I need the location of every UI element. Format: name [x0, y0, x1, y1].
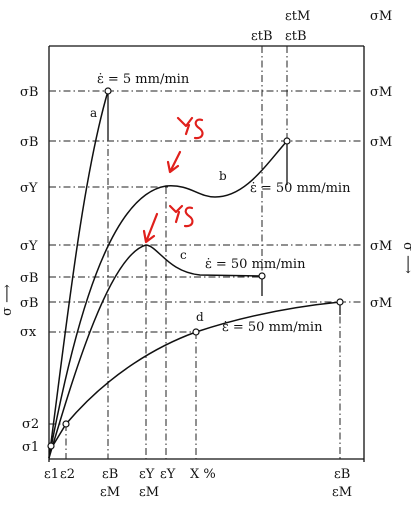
top-axis-label: εtB [251, 29, 273, 44]
curve-a-rate: ε̇ = 5 mm/min [97, 72, 190, 87]
annotation-arrow-upper [166, 150, 182, 174]
curve-c-rate: ε̇ = 50 mm/min [205, 257, 306, 272]
right-axis-label: σM [370, 239, 392, 254]
left-axis-label: σY [20, 239, 38, 254]
curve-b-end-point [283, 137, 291, 145]
top-axis-label: εtB [285, 29, 307, 44]
right-axis-arrow-label: σ ⟶ [400, 242, 415, 274]
annotation-ys-upper [176, 116, 204, 140]
curve-b-letter: b [219, 169, 227, 183]
right-axis-label: σM [370, 135, 392, 150]
bottom-axis-sublabel: εM [139, 485, 159, 500]
curve-c-end-point [258, 272, 266, 280]
curve-b-rate: ε̇ = 50 mm/min [250, 181, 351, 196]
curve-d-point-1 [47, 442, 55, 450]
left-axis-labels: σB σB σY σY σB σB σx σ2 σ1 σ ⟶ [0, 85, 39, 455]
left-axis-label: σ1 [22, 440, 39, 455]
right-axis-labels: σM σM σM σM σM σ ⟶ [370, 9, 415, 311]
right-axis-label: σM [370, 296, 392, 311]
annotation-ys-lower [168, 204, 194, 228]
curve-d-point-2 [62, 420, 70, 428]
bottom-axis-label: ε2 [60, 467, 75, 482]
left-axis-label: σB [20, 271, 38, 286]
curve-d-point-x [192, 328, 200, 336]
guide-lines [49, 46, 364, 459]
curve-d-end-point [336, 298, 344, 306]
left-axis-label: σB [20, 296, 38, 311]
bottom-axis-labels: ε1 ε2 εB εY εY X % εB εM εM εM [44, 467, 352, 500]
curve-c-letter: c [180, 248, 187, 262]
curve-d-letter: d [196, 310, 204, 324]
curve-a-end-point [104, 87, 112, 95]
left-axis-label: σB [20, 85, 38, 100]
bottom-axis-label: εY [160, 467, 176, 482]
curve-b [48, 140, 288, 459]
bottom-axis-label: εB [334, 467, 350, 482]
left-axis-label: σB [20, 135, 38, 150]
left-axis-label: σY [20, 181, 38, 196]
annotation-arrow-lower [142, 212, 159, 244]
left-axis-arrow-label: σ ⟶ [0, 284, 15, 316]
left-axis-label: σx [20, 325, 37, 340]
top-axis-labels: εtB εtM εtB [251, 9, 310, 44]
right-axis-label: σM [370, 9, 392, 24]
bottom-axis-label: ε1 [44, 467, 59, 482]
handwritten-annotations [142, 116, 204, 244]
curve-a [48, 90, 109, 459]
bottom-axis-label: εY [139, 467, 155, 482]
bottom-axis-label: X % [190, 467, 216, 482]
bottom-axis-sublabel: εM [100, 485, 120, 500]
curve-d-rate: ε̇ = 50 mm/min [222, 320, 323, 335]
bottom-axis-sublabel: εM [332, 485, 352, 500]
curve-a-letter: a [90, 106, 97, 120]
plot-frame [48, 45, 365, 462]
left-axis-label: σ2 [22, 417, 39, 432]
curve-c [48, 244, 263, 459]
top-axis-label: εtM [285, 9, 310, 24]
right-axis-label: σM [370, 85, 392, 100]
bottom-axis-label: εB [102, 467, 118, 482]
